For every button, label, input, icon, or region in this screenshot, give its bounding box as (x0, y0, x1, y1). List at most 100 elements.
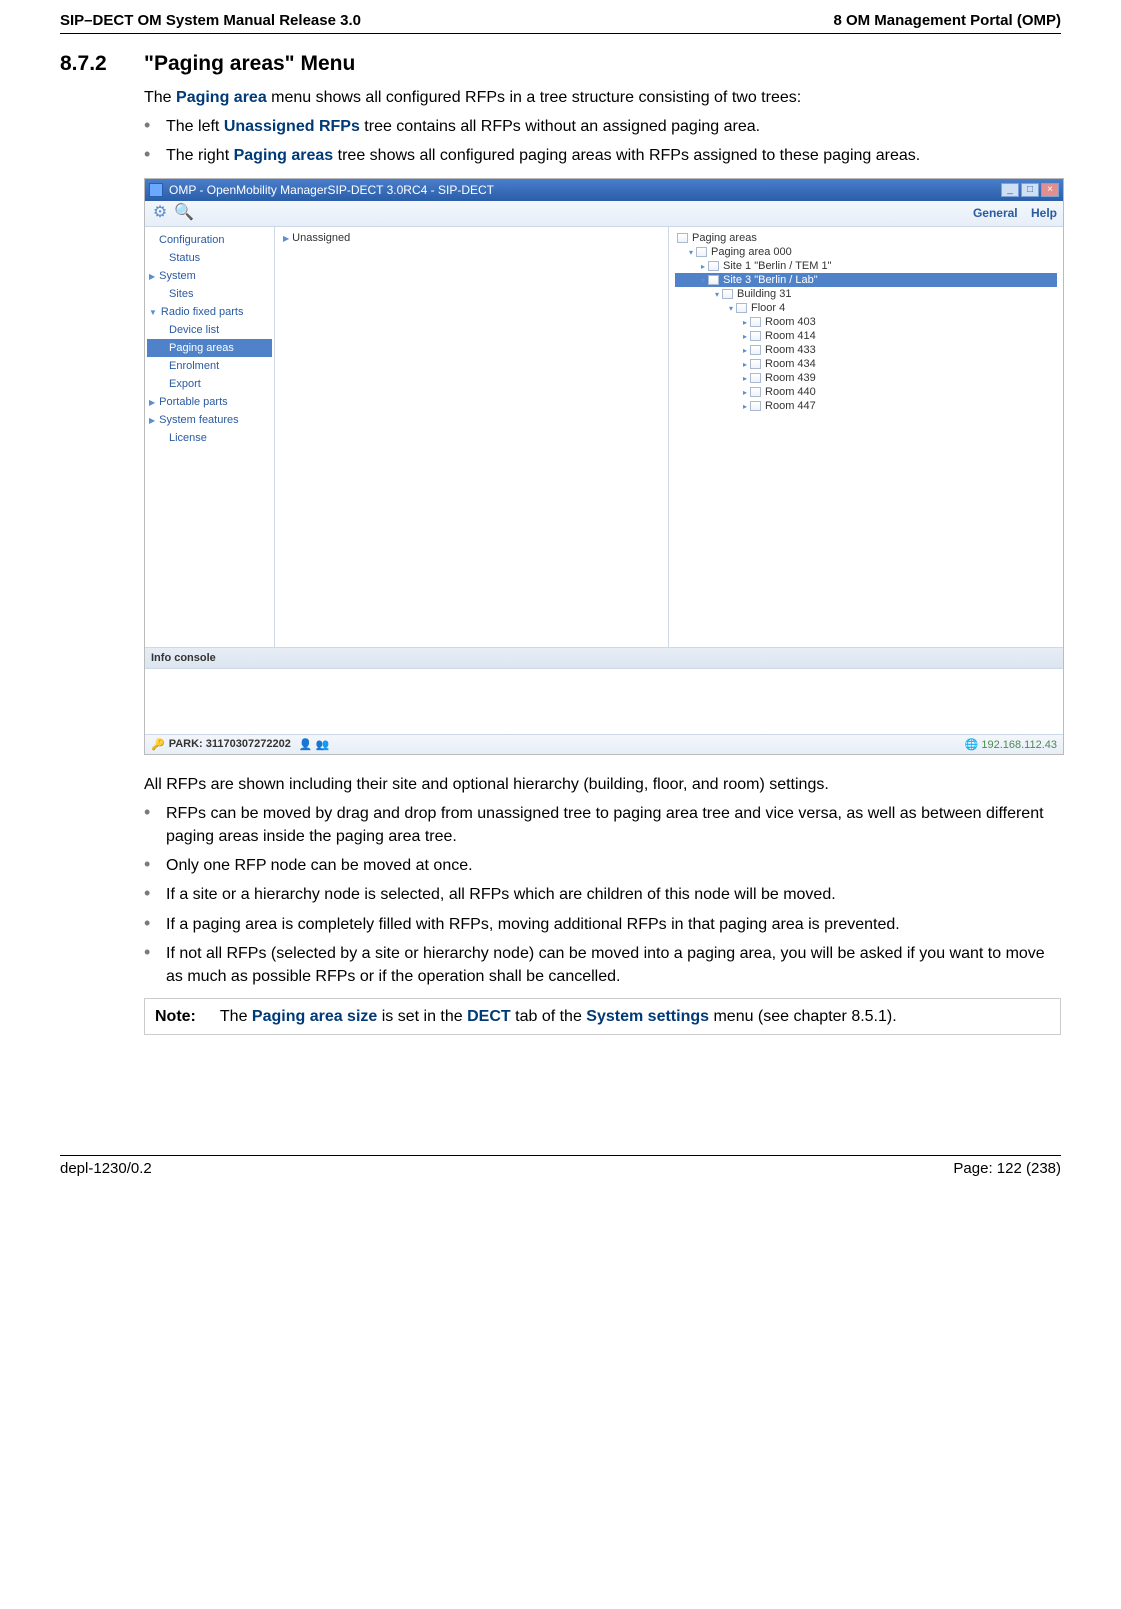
tree-label: Building 31 (737, 288, 791, 300)
note-label: Note: (155, 1005, 220, 1028)
nav-export[interactable]: Export (147, 375, 272, 393)
status-bar: 🔑 PARK: 31170307272202 👤 👥 🌐 192.168.112… (145, 734, 1063, 754)
nav-sites[interactable]: Sites (147, 285, 272, 303)
tree-label: Room 434 (765, 358, 816, 370)
tree-label: Room 433 (765, 344, 816, 356)
tree-room[interactable]: ▸Room 433 (675, 343, 1057, 357)
bullet-4: Only one RFP node can be moved at once. (144, 854, 1061, 877)
note-box: Note: The Paging area size is set in the… (144, 998, 1061, 1035)
nav-device-list[interactable]: Device list (147, 321, 272, 339)
tree-room[interactable]: ▸Room 414 (675, 329, 1057, 343)
maximize-button[interactable]: □ (1021, 183, 1039, 197)
nav-system[interactable]: System (147, 267, 272, 285)
text: tab of the (511, 1008, 587, 1025)
header-rule (60, 33, 1061, 34)
after-paragraph: All RFPs are shown including their site … (144, 773, 1061, 796)
tree-room[interactable]: ▸Room 440 (675, 385, 1057, 399)
text: The left (166, 118, 224, 135)
unassigned-rfps-link[interactable]: Unassigned RFPs (224, 118, 360, 135)
bullet-paging-areas: The right Paging areas tree shows all co… (144, 144, 1061, 167)
bullet-7: If not all RFPs (selected by a site or h… (144, 942, 1061, 988)
window-titlebar[interactable]: OMP - OpenMobility ManagerSIP-DECT 3.0RC… (145, 179, 1063, 201)
nav-license[interactable]: License (147, 429, 272, 447)
tree-building[interactable]: ▾Building 31 (675, 287, 1057, 301)
tree-label: Room 447 (765, 400, 816, 412)
key-icon: 🔑 (151, 738, 165, 751)
bullet-3: RFPs can be moved by drag and drop from … (144, 802, 1061, 848)
tree-room[interactable]: ▸Room 403 (675, 315, 1057, 329)
folder-icon (750, 345, 761, 355)
folder-icon (750, 359, 761, 369)
minimize-button[interactable]: _ (1001, 183, 1019, 197)
info-console-header[interactable]: Info console (145, 647, 1063, 668)
tree-room[interactable]: ▸Room 434 (675, 357, 1057, 371)
tree-label: Site 1 "Berlin / TEM 1" (723, 260, 831, 272)
tree-label: Room 414 (765, 330, 816, 342)
park-label: PARK: 31170307272202 (169, 738, 291, 750)
intro-paragraph: The Paging area menu shows all configure… (144, 86, 1061, 109)
general-link[interactable]: General (973, 206, 1018, 220)
toolbar: ⚙ 🔍 General Help (145, 201, 1063, 227)
nav-enrolment[interactable]: Enrolment (147, 357, 272, 375)
paging-area-link[interactable]: Paging area (176, 89, 267, 106)
text: is set in the (377, 1008, 467, 1025)
tree-site3[interactable]: ▾Site 3 "Berlin / Lab" (675, 273, 1057, 287)
section-heading: 8.7.2"Paging areas" Menu (60, 52, 1061, 76)
footer-rule (60, 1155, 1061, 1156)
bullet-6: If a paging area is completely filled wi… (144, 913, 1061, 936)
network-icon: 🌐 (965, 739, 982, 751)
tree-root[interactable]: Paging areas (675, 231, 1057, 245)
tree-label: Floor 4 (751, 302, 785, 314)
folder-icon (750, 331, 761, 341)
nav-sidebar: Configuration Status System Sites Radio … (145, 227, 275, 647)
unassigned-tree-pane[interactable]: ▶Unassigned (275, 227, 669, 647)
text: The (144, 89, 176, 106)
tree-area[interactable]: ▾Paging area 000 (675, 245, 1057, 259)
header-right: 8 OM Management Portal (OMP) (833, 12, 1061, 29)
folder-icon (708, 261, 719, 271)
tree-site1[interactable]: ▸Site 1 "Berlin / TEM 1" (675, 259, 1057, 273)
bullet-5: If a site or a hierarchy node is selecte… (144, 883, 1061, 906)
section-number: 8.7.2 (60, 52, 144, 76)
tree-room[interactable]: ▸Room 439 (675, 371, 1057, 385)
folder-icon (750, 401, 761, 411)
tree-label: Room 440 (765, 386, 816, 398)
dect-link[interactable]: DECT (467, 1008, 511, 1025)
nav-radio-fixed-parts[interactable]: Radio fixed parts (147, 303, 272, 321)
folder-icon (708, 275, 719, 285)
system-settings-link[interactable]: System settings (586, 1008, 709, 1025)
folder-icon (722, 289, 733, 299)
folder-icon (736, 303, 747, 313)
paging-area-size-link[interactable]: Paging area size (252, 1008, 377, 1025)
status-icons: 👤 👥 (299, 738, 329, 751)
note-text: The Paging area size is set in the DECT … (220, 1005, 897, 1028)
nav-system-features[interactable]: System features (147, 411, 272, 429)
omp-screenshot: OMP - OpenMobility ManagerSIP-DECT 3.0RC… (144, 178, 1064, 755)
tree-room[interactable]: ▸Room 447 (675, 399, 1057, 413)
tree-label: Room 403 (765, 316, 816, 328)
window-title: OMP - OpenMobility ManagerSIP-DECT 3.0RC… (169, 183, 494, 197)
bullet-unassigned: The left Unassigned RFPs tree contains a… (144, 115, 1061, 138)
close-button[interactable]: × (1041, 183, 1059, 197)
text: The (220, 1008, 252, 1025)
nav-portable-parts[interactable]: Portable parts (147, 393, 272, 411)
section-title: "Paging areas" Menu (144, 52, 355, 75)
folder-icon (750, 373, 761, 383)
tree-label: Unassigned (292, 232, 350, 244)
paging-areas-link[interactable]: Paging areas (234, 147, 334, 164)
tree-label: Paging areas (692, 232, 757, 244)
tree-floor[interactable]: ▾Floor 4 (675, 301, 1057, 315)
header-left: SIP–DECT OM System Manual Release 3.0 (60, 12, 361, 29)
search-icon[interactable]: 🔍 (175, 204, 193, 222)
nav-status[interactable]: Status (147, 249, 272, 267)
gear-icon[interactable]: ⚙ (151, 204, 169, 222)
ip-text: 192.168.112.43 (981, 739, 1057, 751)
nav-configuration[interactable]: Configuration (147, 231, 272, 249)
text: menu shows all configured RFPs in a tree… (267, 89, 801, 106)
nav-paging-areas[interactable]: Paging areas (147, 339, 272, 357)
text: menu (see chapter 8.5.1). (709, 1008, 897, 1025)
paging-areas-tree-pane[interactable]: Paging areas ▾Paging area 000 ▸Site 1 "B… (669, 227, 1063, 647)
unassigned-root[interactable]: ▶Unassigned (281, 231, 662, 245)
folder-icon (677, 233, 688, 243)
help-link[interactable]: Help (1031, 206, 1057, 220)
